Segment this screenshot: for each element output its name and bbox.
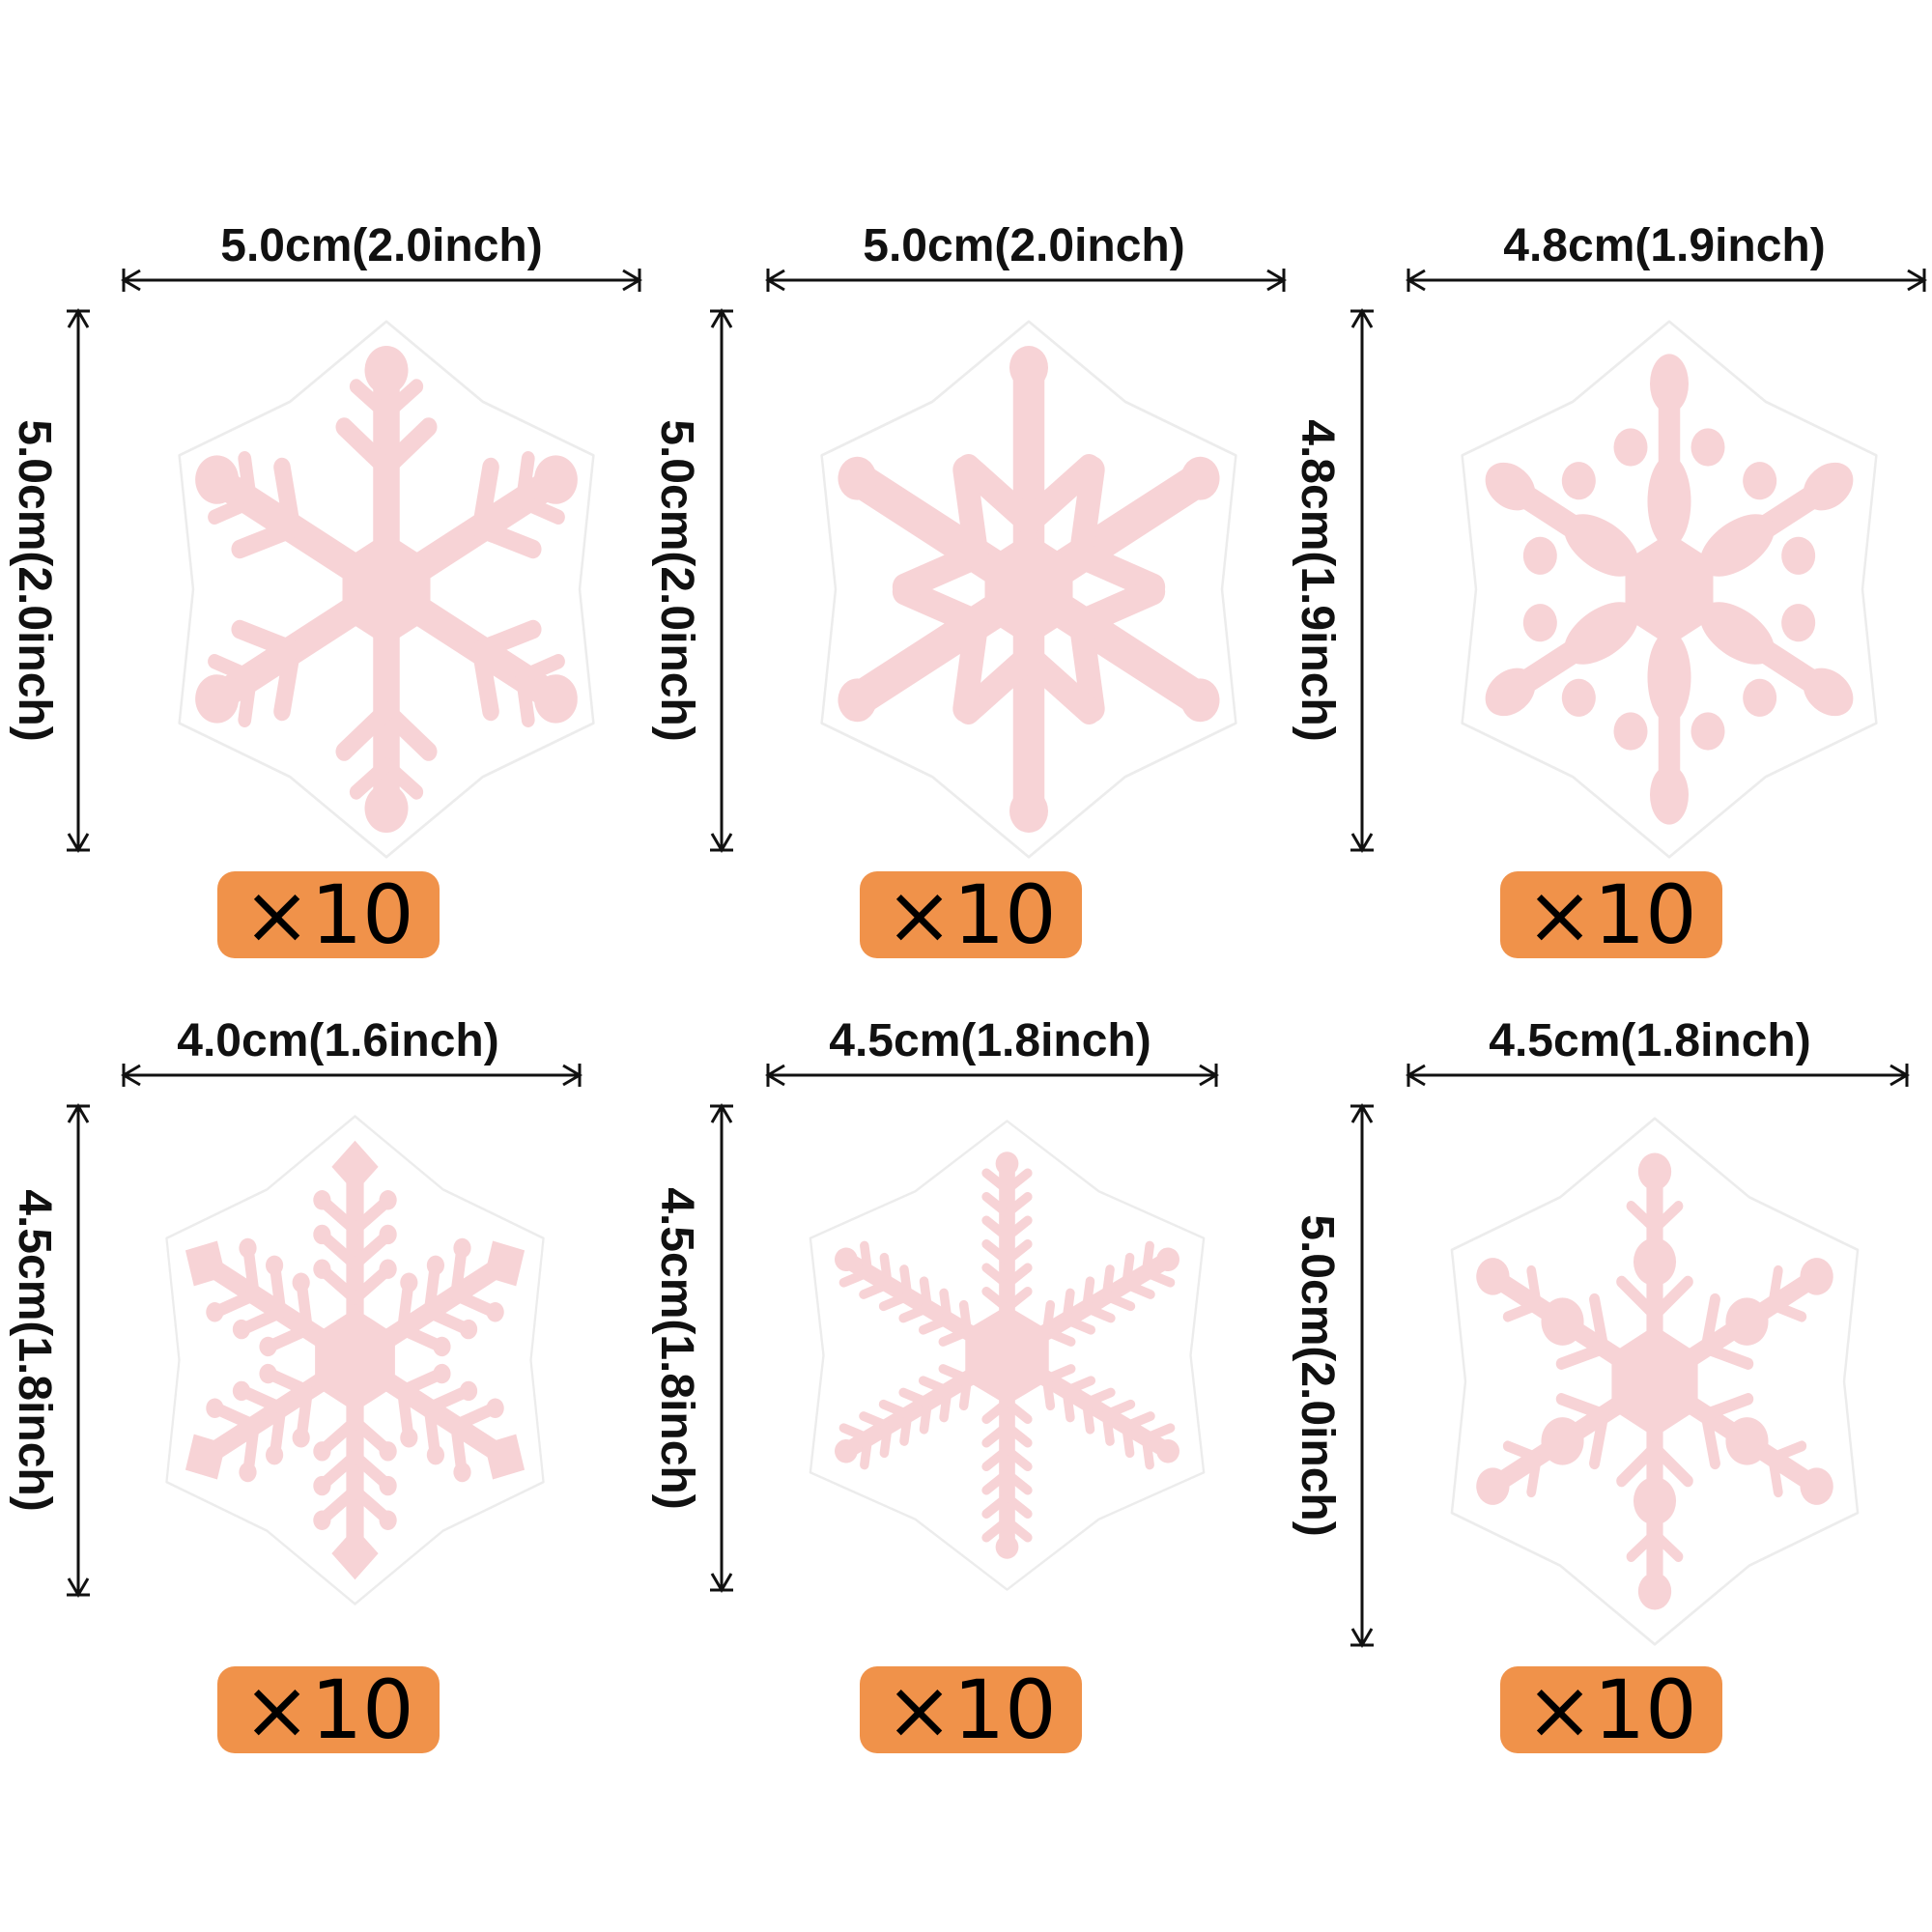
height-label: 4.5cm(1.8inch)	[9, 1189, 60, 1512]
height-label: 5.0cm(2.0inch)	[1292, 1214, 1343, 1537]
width-dimension-line	[1350, 269, 1927, 853]
quantity-badge: ×10	[1500, 871, 1722, 958]
snowflake-item-6: 4.5cm(1.8inch) 5.0cm(2.0inch) ×10	[1283, 1008, 1910, 1780]
width-label: 5.0cm(2.0inch)	[863, 220, 1185, 271]
width-dimension-line	[67, 269, 642, 853]
snowflake-sticker	[1461, 320, 1878, 859]
quantity-badge: ×10	[860, 871, 1082, 958]
height-label: 4.5cm(1.8inch)	[651, 1187, 702, 1510]
snowflake-item-1: 5.0cm(2.0inch) 5.0cm(2.0inch) ×10	[0, 213, 642, 985]
snowflake-sticker	[165, 1115, 545, 1605]
width-dimension-line	[710, 269, 1287, 853]
quantity-badge: ×10	[860, 1666, 1082, 1753]
width-label: 5.0cm(2.0inch)	[220, 220, 543, 271]
snowflake-item-3: 4.8cm(1.9inch) 4.8cm(1.9inch) ×10	[1283, 213, 1927, 985]
height-label: 4.8cm(1.9inch)	[1292, 419, 1343, 742]
quantity-badge: ×10	[217, 1666, 440, 1753]
width-label: 4.5cm(1.8inch)	[829, 1015, 1151, 1066]
width-dimension-line	[67, 1064, 582, 1598]
height-label: 5.0cm(2.0inch)	[651, 419, 702, 742]
width-label: 4.8cm(1.9inch)	[1503, 220, 1826, 271]
snowflake-item-4: 4.0cm(1.6inch) 4.5cm(1.8inch) ×10	[0, 1008, 618, 1780]
snowflake-sticker	[809, 1120, 1206, 1591]
width-dimension-line	[710, 1064, 1219, 1593]
height-label: 5.0cm(2.0inch)	[9, 419, 60, 742]
snowflake-sticker	[178, 320, 595, 859]
snowflake-sticker	[1450, 1117, 1860, 1646]
snowflake-item-2: 5.0cm(2.0inch) 5.0cm(2.0inch) ×10	[642, 213, 1287, 985]
quantity-badge: ×10	[217, 871, 440, 958]
width-dimension-line	[1350, 1064, 1910, 1648]
snowflake-item-5: 4.5cm(1.8inch) 4.5cm(1.8inch) ×10	[642, 1008, 1261, 1780]
width-label: 4.0cm(1.6inch)	[177, 1015, 499, 1066]
quantity-badge: ×10	[1500, 1666, 1722, 1753]
snowflake-sticker	[820, 320, 1237, 859]
width-label: 4.5cm(1.8inch)	[1489, 1015, 1811, 1066]
